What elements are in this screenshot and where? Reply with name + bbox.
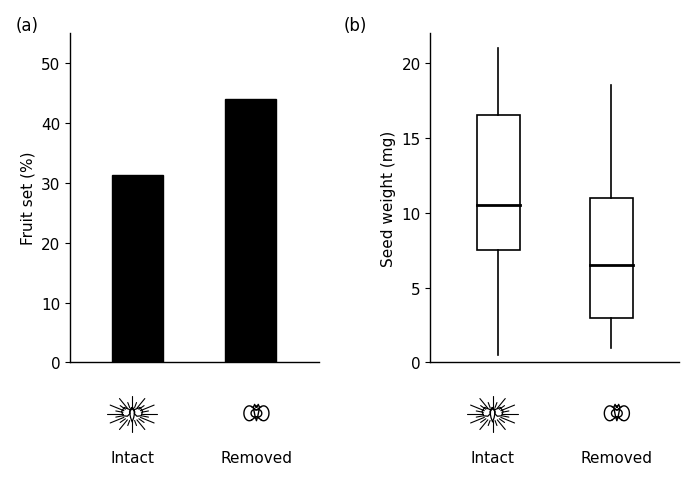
Bar xyxy=(589,198,633,318)
Text: Removed: Removed xyxy=(220,450,293,466)
Text: (b): (b) xyxy=(344,17,367,35)
Y-axis label: Fruit set (%): Fruit set (%) xyxy=(20,152,35,245)
Bar xyxy=(113,176,163,363)
Bar xyxy=(225,99,276,363)
Text: Intact: Intact xyxy=(110,450,154,466)
Text: (a): (a) xyxy=(15,17,38,35)
Text: Removed: Removed xyxy=(581,450,653,466)
Text: Intact: Intact xyxy=(470,450,514,466)
Y-axis label: Seed weight (mg): Seed weight (mg) xyxy=(381,130,396,266)
Bar xyxy=(477,116,519,251)
